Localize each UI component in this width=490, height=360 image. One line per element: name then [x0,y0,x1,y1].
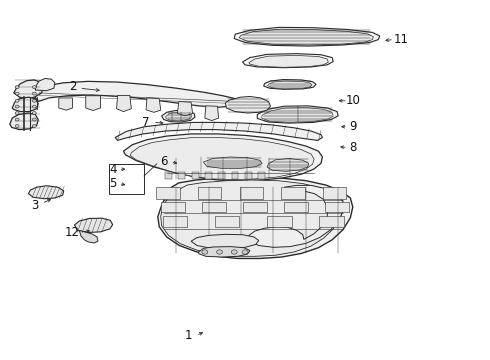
Polygon shape [243,54,333,68]
Text: 10: 10 [345,94,360,107]
Polygon shape [12,97,38,112]
Polygon shape [14,80,43,99]
Polygon shape [59,98,73,110]
Polygon shape [158,177,353,258]
Polygon shape [268,81,312,89]
Polygon shape [74,218,113,233]
Polygon shape [262,108,333,122]
Text: 11: 11 [393,33,408,46]
Polygon shape [123,134,322,181]
Ellipse shape [15,105,19,108]
Polygon shape [161,180,343,256]
Polygon shape [146,98,161,112]
Ellipse shape [15,99,19,102]
Ellipse shape [15,112,19,114]
Ellipse shape [32,125,36,127]
Polygon shape [177,102,193,116]
Bar [163,216,187,227]
Bar [202,202,226,212]
Ellipse shape [32,92,36,95]
Polygon shape [35,78,55,91]
Text: 5: 5 [109,177,117,190]
Bar [192,172,198,179]
Polygon shape [205,106,219,121]
Ellipse shape [32,112,36,114]
Polygon shape [225,96,270,113]
Polygon shape [79,230,98,243]
Bar [178,172,185,179]
Polygon shape [10,113,38,130]
Bar [325,202,349,212]
Ellipse shape [32,118,36,121]
Polygon shape [86,96,100,111]
Ellipse shape [242,250,248,254]
Polygon shape [35,81,240,107]
Text: 3: 3 [31,199,39,212]
Bar [109,164,144,194]
Ellipse shape [217,250,222,254]
Polygon shape [249,55,328,67]
Text: 4: 4 [109,163,117,176]
Bar [156,187,180,199]
Polygon shape [264,80,316,89]
Ellipse shape [32,86,36,89]
Ellipse shape [32,105,36,108]
Bar [240,187,263,199]
Bar [243,202,267,212]
Polygon shape [166,112,192,121]
Bar [267,216,292,227]
Polygon shape [234,27,380,46]
Ellipse shape [202,250,208,254]
Bar [232,172,239,179]
Polygon shape [28,186,64,199]
Ellipse shape [15,118,19,121]
Ellipse shape [15,125,19,127]
Text: 8: 8 [349,141,357,154]
Polygon shape [117,95,131,112]
Bar [165,172,172,179]
Bar [323,187,346,199]
Polygon shape [257,106,338,123]
Text: 7: 7 [142,116,150,129]
Ellipse shape [32,99,36,102]
Text: 2: 2 [69,80,76,93]
Bar [281,187,305,199]
Polygon shape [198,247,250,257]
Text: 9: 9 [349,120,357,133]
Polygon shape [239,29,373,45]
Bar [198,187,221,199]
Ellipse shape [15,86,19,89]
Polygon shape [249,185,343,247]
Text: 1: 1 [185,329,193,342]
Polygon shape [203,157,262,168]
Polygon shape [267,158,309,171]
Polygon shape [115,122,322,140]
Bar [284,202,308,212]
Polygon shape [162,111,195,122]
Polygon shape [191,234,259,249]
Text: 12: 12 [65,226,80,239]
Polygon shape [130,138,314,180]
Ellipse shape [231,250,237,254]
Bar [319,216,344,227]
Bar [205,172,212,179]
Text: 6: 6 [160,156,168,168]
Bar [161,202,185,212]
Bar [245,172,252,179]
Bar [219,172,225,179]
Bar [215,216,240,227]
Bar [258,172,265,179]
Ellipse shape [15,92,19,95]
